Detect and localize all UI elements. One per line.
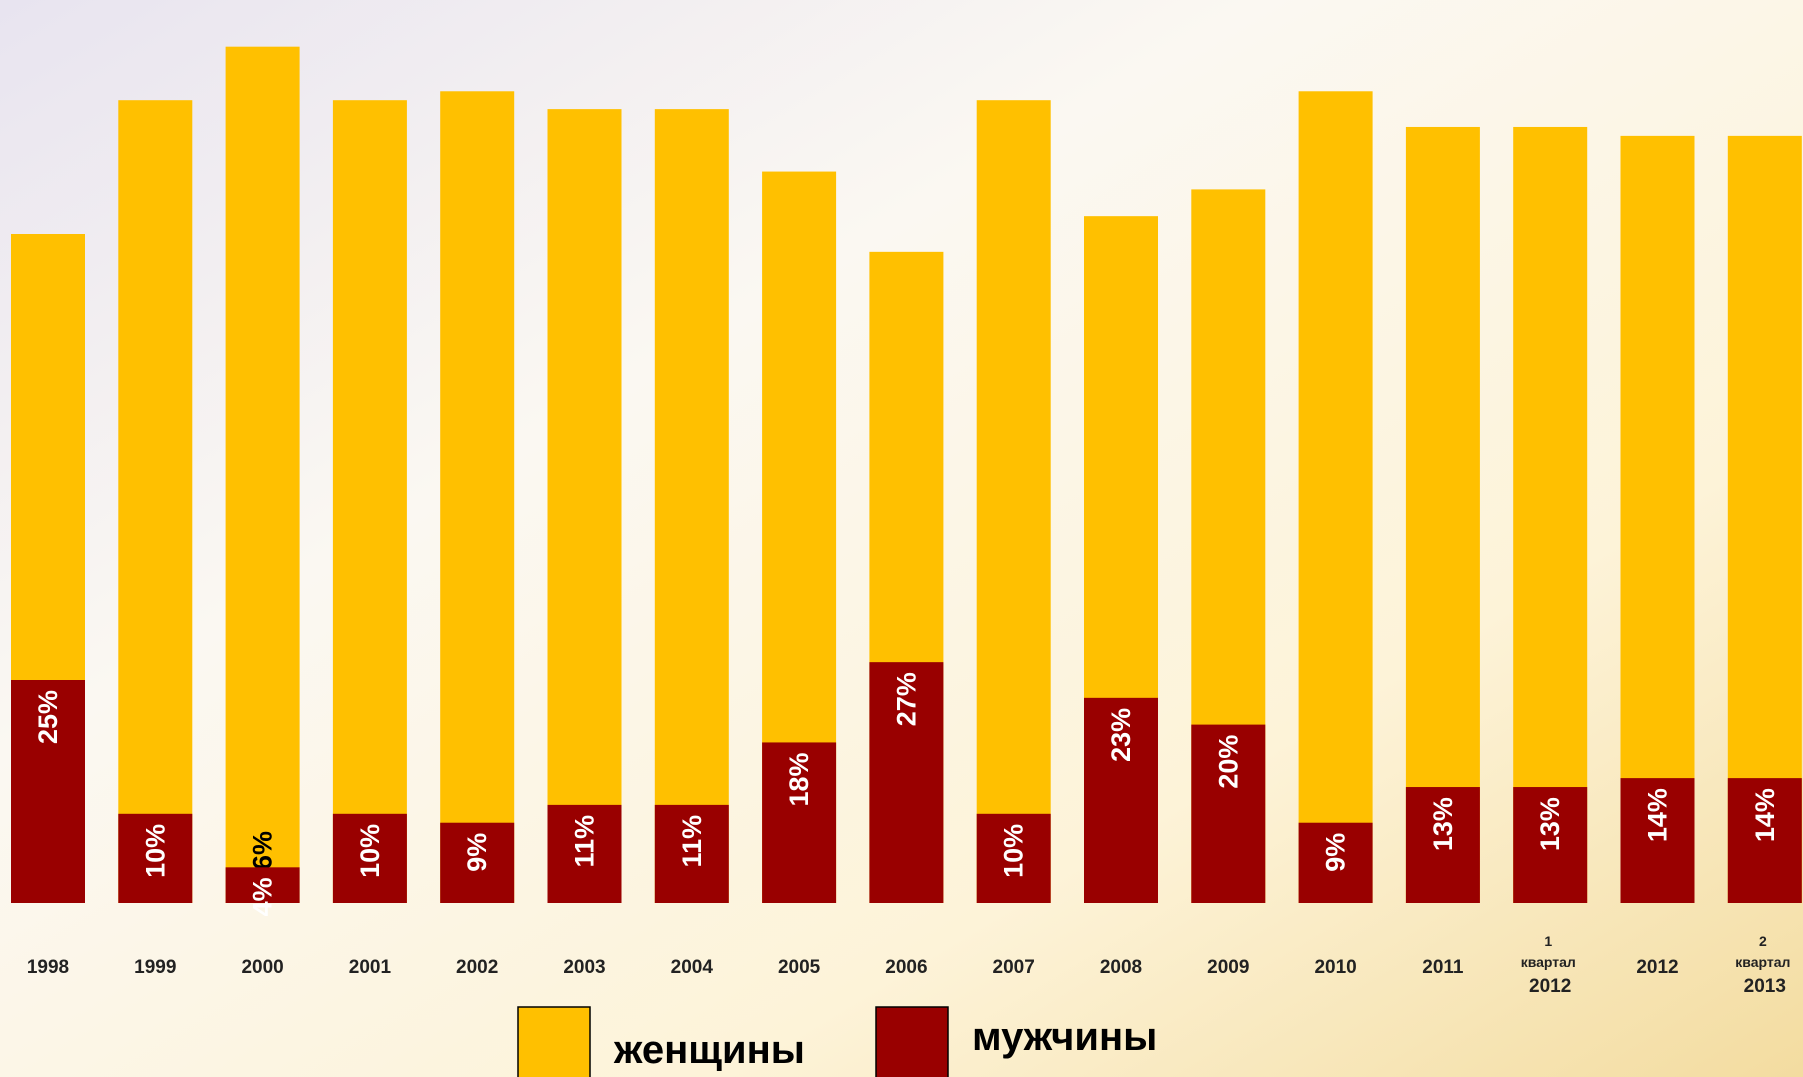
bar-segment bbox=[1513, 787, 1588, 903]
bar-segment bbox=[440, 91, 515, 903]
value-label: 23% bbox=[1106, 708, 1136, 762]
x-tick-label: 2007 bbox=[993, 957, 1035, 978]
bar-segment bbox=[440, 822, 515, 903]
bar-segment bbox=[1405, 126, 1480, 903]
bar-segment bbox=[654, 804, 729, 903]
bar-segment bbox=[118, 100, 193, 903]
bar-segment bbox=[11, 680, 85, 903]
legend-swatch bbox=[875, 1006, 949, 1077]
bar-segment bbox=[332, 813, 407, 903]
x-tick-label: 1999 bbox=[134, 957, 176, 978]
bar-segment bbox=[118, 813, 193, 903]
bar-segment bbox=[1620, 778, 1695, 903]
x-tick-label-line: 2012 bbox=[1529, 976, 1571, 997]
value-label: 13% bbox=[1428, 797, 1458, 851]
x-tick-label: 2009 bbox=[1207, 957, 1249, 978]
x-tick-label: 1 квартал 2012 bbox=[1521, 933, 1580, 997]
value-label: 14% bbox=[1643, 788, 1673, 842]
bar-segment bbox=[1084, 697, 1158, 903]
bar-segment bbox=[332, 100, 407, 903]
bar-segment bbox=[976, 100, 1051, 903]
bar-segment bbox=[547, 804, 622, 903]
bar-segment bbox=[762, 742, 837, 903]
bar-segment bbox=[225, 867, 300, 903]
x-tick-label: 2003 bbox=[563, 957, 605, 978]
x-tick-label-line: 1 bbox=[1544, 933, 1556, 949]
bar-segment bbox=[1298, 822, 1373, 903]
bar-segment bbox=[225, 46, 300, 904]
x-tick-label: 2010 bbox=[1314, 957, 1356, 978]
value-label: 27% bbox=[891, 672, 921, 726]
x-tick-label: 2008 bbox=[1100, 957, 1142, 978]
value-label: 11% bbox=[677, 815, 707, 868]
x-tick-label: 2 квартал 2013 bbox=[1735, 933, 1794, 997]
x-tick-label: 2005 bbox=[778, 957, 821, 978]
value-label: 10% bbox=[140, 824, 170, 878]
x-tick-label: 2012 bbox=[1636, 957, 1678, 978]
value-label: 14% bbox=[1750, 788, 1780, 842]
x-tick-label: 2004 bbox=[671, 957, 714, 978]
value-label: 25% bbox=[33, 690, 63, 744]
bar-segment bbox=[1191, 724, 1266, 903]
value-label: 10% bbox=[999, 824, 1029, 878]
x-tick-label: 1998 bbox=[27, 957, 69, 978]
bar-segment bbox=[1727, 135, 1802, 903]
value-label: 10% bbox=[355, 824, 385, 878]
x-tick-label-line: 2 bbox=[1759, 933, 1771, 949]
bar-segment bbox=[1405, 787, 1480, 903]
bar-segment bbox=[547, 109, 622, 904]
value-label: 4% bbox=[248, 877, 278, 916]
value-label: 13% bbox=[1535, 797, 1565, 851]
value-label: 18% bbox=[784, 752, 814, 806]
value-label: 11% bbox=[570, 815, 600, 868]
x-tick-label-line: квартал bbox=[1735, 954, 1794, 970]
x-tick-label: 2011 bbox=[1422, 957, 1464, 978]
x-tick-label-line: квартал bbox=[1521, 954, 1580, 970]
bar-segment bbox=[654, 109, 729, 904]
x-tick-label: 2001 bbox=[349, 957, 392, 978]
bar-segment bbox=[1513, 126, 1588, 903]
bar-segment bbox=[869, 662, 944, 903]
bar-segment bbox=[1727, 778, 1802, 903]
x-tick-label: 2002 bbox=[456, 957, 498, 978]
legend-label: мужчины bbox=[972, 1015, 1157, 1059]
value-label: 9% bbox=[462, 833, 492, 872]
legend-label: женщины bbox=[613, 1028, 805, 1072]
x-tick-label: 2006 bbox=[885, 957, 927, 978]
legend-swatch bbox=[517, 1006, 591, 1077]
x-tick-label: 2000 bbox=[241, 957, 283, 978]
value-label: 9% bbox=[1321, 833, 1351, 872]
bar-segment bbox=[1620, 135, 1695, 903]
bar-segment bbox=[1298, 91, 1373, 903]
x-tick-label-line: 2013 bbox=[1744, 976, 1786, 997]
value-label: 20% bbox=[1213, 735, 1243, 789]
bar-segment bbox=[976, 813, 1051, 903]
